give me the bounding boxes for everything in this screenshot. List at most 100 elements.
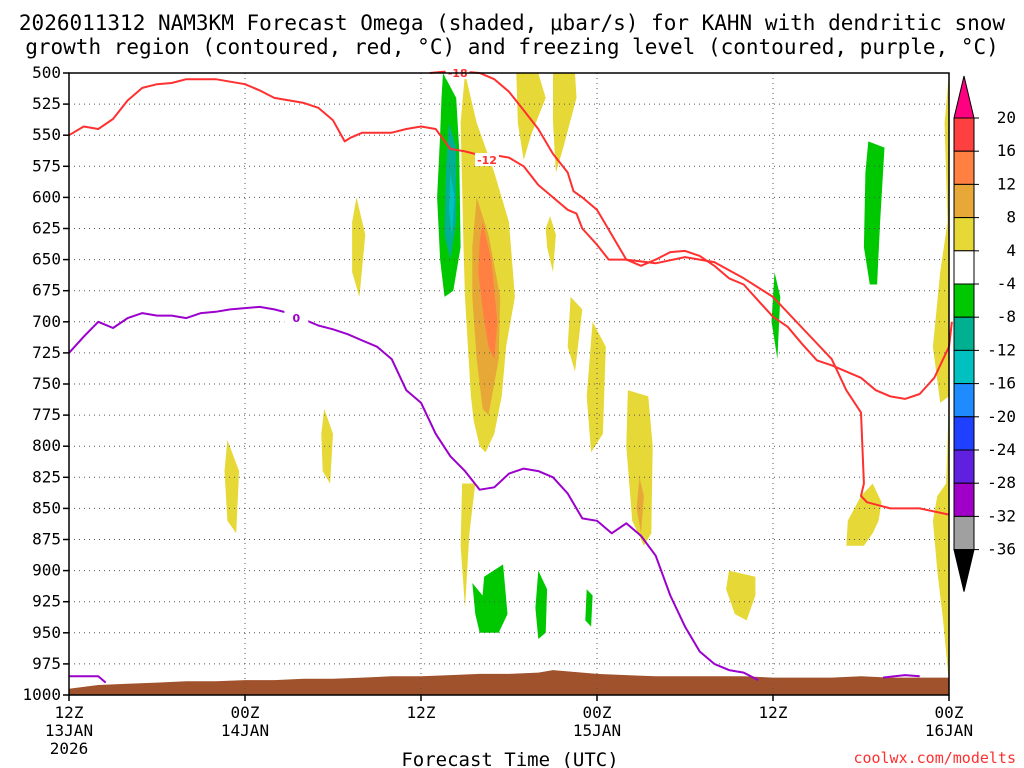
omega-area-red-core — [478, 222, 498, 360]
omega-area-yellow-top-2 — [553, 73, 577, 173]
chart-title-line-1: 2026011312 NAM3KM Forecast Omega (shaded… — [19, 11, 1006, 35]
contour-label-dgz-bottom: -12 — [477, 154, 497, 167]
omega-area-yellow-col-1 — [567, 296, 583, 372]
y-tick-label-875: 875 — [32, 530, 61, 549]
y-tick-label-575: 575 — [32, 156, 61, 175]
colorbar-bin-10 — [953, 416, 975, 451]
omega-area-green-low-1 — [472, 564, 508, 633]
colorbar-label-10: -24 — [987, 440, 1016, 459]
y-tick-label-600: 600 — [32, 187, 61, 206]
omega-area-green-low-3 — [585, 589, 593, 627]
y-tick-label-700: 700 — [32, 312, 61, 331]
colorbar-label-0: 20 — [997, 108, 1016, 127]
y-tick-label-650: 650 — [32, 250, 61, 269]
x-tick-label-36-1: 15JAN — [573, 721, 621, 740]
omega-area-yellow-col-2 — [586, 321, 606, 453]
colorbar-bin-6 — [953, 283, 975, 318]
colorbar-bin-12 — [953, 482, 975, 517]
chart-title-line-2: growth region (contoured, red, °C) and f… — [25, 35, 999, 59]
colorbar-label-4: 4 — [1006, 241, 1016, 260]
contour-label-bg-freezing-level — [284, 311, 309, 325]
colorbar-bin-13 — [953, 515, 975, 551]
y-tick-label-750: 750 — [32, 374, 61, 393]
colorbar-label-9: -20 — [987, 407, 1016, 426]
omega-area-green-right-2 — [771, 272, 781, 360]
colorbar-bin-0 — [953, 75, 975, 119]
x-tick-label-36-0: 00Z — [583, 703, 612, 722]
x-tick-label-12-0: 00Z — [231, 703, 260, 722]
omega-area-yellow-mid-1 — [545, 216, 556, 272]
colorbar-bin-11 — [953, 449, 975, 484]
grid-layer — [69, 73, 949, 695]
omega-area-orange-col-3 — [636, 477, 644, 534]
contour-freezing-level — [68, 305, 759, 681]
colorbar-bin-9 — [953, 383, 975, 418]
colorbar: 20 16 12 8 4 -4 -8 -12 -16 -20 -24 -28 -32 -36 — [953, 75, 1016, 592]
omega-area-yellow-left-2 — [224, 440, 240, 534]
y-tick-label-725: 725 — [32, 343, 61, 362]
x-tick-label-0-2: 2026 — [50, 739, 89, 758]
colorbar-label-5: -4 — [997, 274, 1016, 293]
colorbar-label-11: -28 — [987, 473, 1016, 492]
colorbar-bin-5 — [953, 250, 975, 285]
terrain-ground — [69, 670, 949, 695]
colorbar-label-13: -36 — [987, 540, 1016, 559]
y-tick-label-1000: 1000 — [22, 685, 61, 704]
colorbar-bin-8 — [953, 349, 975, 385]
omega-area-yellow-left-1 — [352, 197, 366, 297]
omega-area-yellow-top-1 — [516, 73, 546, 161]
x-tick-label-0-1: 13JAN — [45, 721, 93, 740]
y-axis: 500 525 550 575 600 625 650 675 700 725 750 775 800 8… — [22, 63, 69, 704]
y-tick-label-925: 925 — [32, 592, 61, 611]
colorbar-bin-3 — [953, 183, 975, 219]
y-tick-label-775: 775 — [32, 405, 61, 424]
contour-label-freezing-level: 0 — [293, 312, 301, 325]
omega-area-yellow-low-1 — [460, 483, 476, 608]
omega-area-green-right-1 — [863, 141, 885, 285]
colorbar-label-6: -8 — [997, 307, 1016, 326]
omega-area-yellow-right-edge — [932, 73, 949, 683]
x-tick-label-48-0: 12Z — [759, 703, 788, 722]
contour-freezing-level-sfc-left — [69, 675, 107, 684]
y-tick-label-525: 525 — [32, 94, 61, 113]
x-tick-label-0-0: 12Z — [55, 703, 84, 722]
y-tick-label-550: 550 — [32, 125, 61, 144]
colorbar-label-12: -32 — [987, 506, 1016, 525]
y-tick-label-625: 625 — [32, 219, 61, 238]
colorbar-label-2: 12 — [997, 174, 1016, 193]
x-tick-label-24-0: 12Z — [407, 703, 436, 722]
colorbar-label-7: -12 — [987, 340, 1016, 359]
colorbar-label-3: 8 — [1006, 208, 1016, 227]
contour-dgz-bottom — [68, 78, 953, 400]
omega-area-blue-core-1 — [448, 172, 455, 235]
contour-layer: -18-120 — [68, 66, 953, 684]
omega-shading-layer — [224, 73, 949, 683]
terrain-layer — [69, 670, 949, 695]
colorbar-bin-4 — [953, 217, 975, 252]
omega-area-yellow-low-2 — [726, 570, 756, 621]
colorbar-label-8: -16 — [987, 374, 1016, 393]
colorbar-bin-14 — [953, 549, 975, 592]
contour-label-bg-dgz-bottom — [475, 153, 499, 167]
x-tick-label-12-1: 14JAN — [221, 721, 269, 740]
y-tick-label-825: 825 — [32, 467, 61, 486]
y-tick-label-975: 975 — [32, 654, 61, 673]
y-tick-label-675: 675 — [32, 281, 61, 300]
colorbar-bin-1 — [953, 117, 975, 152]
y-tick-label-900: 900 — [32, 561, 61, 580]
x-tick-label-60-0: 00Z — [935, 703, 964, 722]
colorbar-label-1: 16 — [997, 141, 1016, 160]
omega-area-yellow-left-3 — [321, 408, 333, 484]
credit-text: coolwx.com/modelts — [853, 749, 1016, 767]
colorbar-bin-7 — [953, 316, 975, 351]
omega-area-yellow-right-1 — [846, 483, 882, 546]
omega-area-yellow-col-3 — [626, 390, 653, 546]
x-tick-label-60-1: 16JAN — [925, 721, 973, 740]
contour-freezing-level-sfc-right — [882, 674, 920, 679]
x-axis-title: Forecast Time (UTC) — [401, 749, 618, 768]
omega-area-green-low-2 — [535, 570, 548, 639]
y-tick-label-800: 800 — [32, 436, 61, 455]
y-tick-label-950: 950 — [32, 623, 61, 642]
